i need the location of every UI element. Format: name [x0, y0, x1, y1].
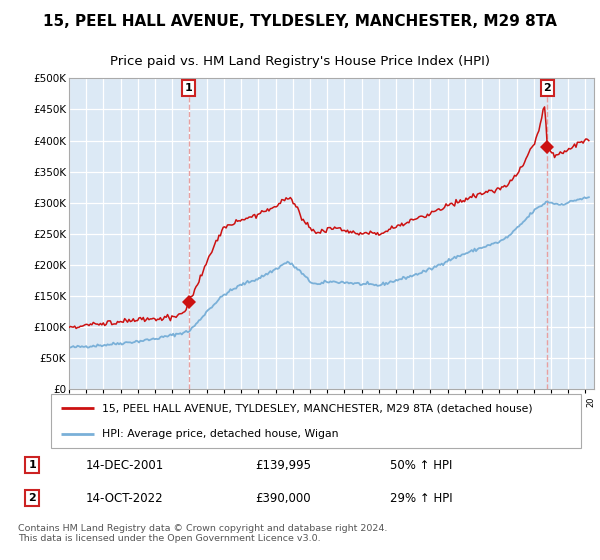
Text: 14-OCT-2022: 14-OCT-2022	[86, 492, 163, 505]
Text: 2: 2	[28, 493, 36, 503]
Text: £139,995: £139,995	[255, 459, 311, 472]
Text: 50% ↑ HPI: 50% ↑ HPI	[390, 459, 452, 472]
Text: 14-DEC-2001: 14-DEC-2001	[86, 459, 164, 472]
Text: Contains HM Land Registry data © Crown copyright and database right 2024.
This d: Contains HM Land Registry data © Crown c…	[18, 524, 388, 543]
Text: 1: 1	[28, 460, 36, 470]
Text: 29% ↑ HPI: 29% ↑ HPI	[390, 492, 453, 505]
Text: 15, PEEL HALL AVENUE, TYLDESLEY, MANCHESTER, M29 8TA: 15, PEEL HALL AVENUE, TYLDESLEY, MANCHES…	[43, 15, 557, 30]
Text: HPI: Average price, detached house, Wigan: HPI: Average price, detached house, Wiga…	[102, 430, 338, 440]
Text: 1: 1	[185, 83, 193, 93]
Text: 15, PEEL HALL AVENUE, TYLDESLEY, MANCHESTER, M29 8TA (detached house): 15, PEEL HALL AVENUE, TYLDESLEY, MANCHES…	[102, 403, 532, 413]
Text: Price paid vs. HM Land Registry's House Price Index (HPI): Price paid vs. HM Land Registry's House …	[110, 55, 490, 68]
Text: £390,000: £390,000	[255, 492, 311, 505]
Text: 2: 2	[544, 83, 551, 93]
FancyBboxPatch shape	[50, 394, 581, 449]
